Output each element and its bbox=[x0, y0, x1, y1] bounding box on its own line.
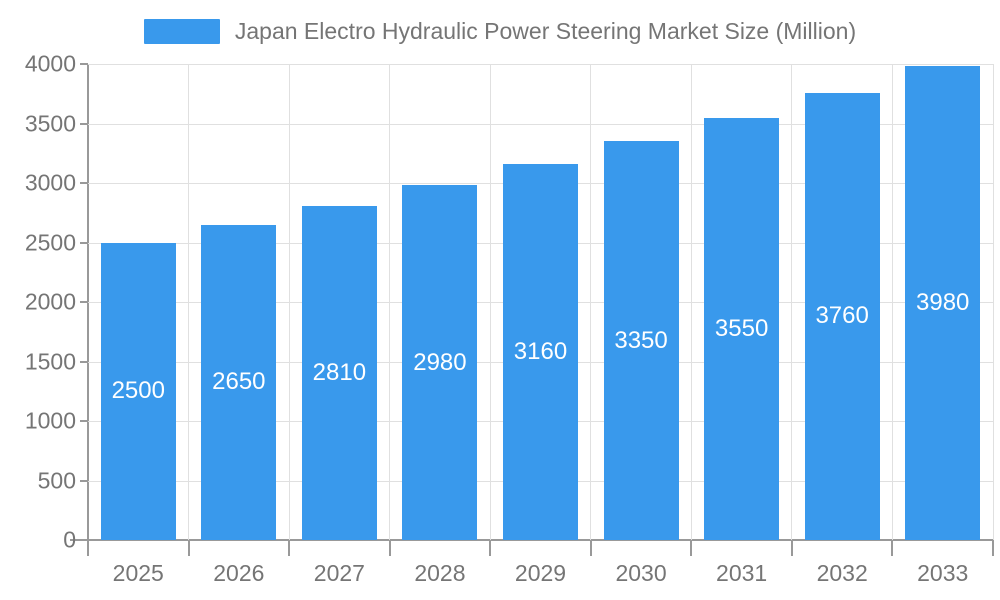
gridline-vertical bbox=[891, 64, 893, 540]
y-axis-tick bbox=[80, 63, 88, 65]
bar-value-label: 3760 bbox=[815, 302, 869, 330]
x-axis-tick bbox=[388, 540, 391, 556]
bar-2033[interactable]: 3980 bbox=[905, 66, 981, 540]
y-axis-tick bbox=[80, 360, 88, 363]
plot-area: 0 500 1000 1500 2000 2500 3000 3500 4000 2500 2025… bbox=[25, 51, 994, 586]
gridline-vertical bbox=[188, 64, 190, 540]
gridline-vertical bbox=[992, 64, 994, 540]
bar-2025[interactable]: 2500 bbox=[100, 242, 176, 540]
x-axis-tick bbox=[790, 540, 793, 556]
x-axis-label-2030: 2030 bbox=[615, 560, 667, 586]
x-axis-label-2033: 2033 bbox=[917, 560, 969, 586]
y-axis-tick bbox=[80, 479, 88, 482]
gridline-vertical bbox=[389, 64, 391, 540]
x-axis-tick bbox=[187, 540, 190, 556]
y-axis-tick bbox=[80, 539, 88, 541]
bar-value-label: 3980 bbox=[916, 289, 970, 317]
gridline-vertical bbox=[590, 64, 592, 540]
bar-value-label: 3350 bbox=[614, 326, 668, 354]
gridline-horizontal bbox=[88, 123, 993, 125]
bar-value-label: 2650 bbox=[212, 368, 266, 396]
y-axis-tick bbox=[80, 182, 88, 184]
x-axis-label-2027: 2027 bbox=[313, 560, 365, 586]
bar-value-label: 2810 bbox=[312, 358, 367, 386]
x-axis-label-2026: 2026 bbox=[213, 560, 265, 586]
x-axis-tick bbox=[992, 540, 994, 556]
x-axis-line bbox=[70, 539, 993, 541]
y-axis-tick-label: 2500 bbox=[24, 229, 76, 255]
x-axis-label-2031: 2031 bbox=[716, 560, 768, 586]
y-axis-tick bbox=[80, 241, 88, 244]
gridline-vertical bbox=[288, 64, 290, 540]
y-axis-tick-label: 2000 bbox=[24, 288, 76, 315]
x-axis-tick bbox=[690, 540, 693, 556]
x-axis-tick bbox=[589, 540, 592, 556]
y-axis-tick bbox=[80, 420, 88, 422]
x-axis-label-2032: 2032 bbox=[816, 560, 868, 586]
y-axis-tick-label: 1000 bbox=[24, 407, 76, 434]
bar-2026[interactable]: 2650 bbox=[201, 224, 277, 540]
y-axis-tick-label: 3500 bbox=[24, 110, 76, 136]
y-axis-tick bbox=[80, 301, 88, 303]
bar-2032[interactable]: 3760 bbox=[804, 92, 880, 540]
gridline-vertical bbox=[690, 64, 692, 540]
gridline-horizontal bbox=[88, 64, 993, 65]
x-axis-tick bbox=[891, 540, 894, 556]
bar-value-label: 2500 bbox=[111, 377, 165, 405]
x-axis-tick bbox=[288, 540, 291, 556]
x-axis-label-2025: 2025 bbox=[112, 560, 164, 586]
y-axis-tick-label: 4000 bbox=[24, 50, 76, 77]
bar-value-label: 3160 bbox=[513, 337, 568, 365]
legend-label: Japan Electro Hydraulic Power Steering M… bbox=[234, 18, 857, 44]
gridline-vertical bbox=[791, 64, 793, 540]
y-axis-line bbox=[87, 64, 89, 556]
x-axis-label-2028: 2028 bbox=[414, 560, 466, 586]
x-axis-tick bbox=[489, 540, 492, 556]
y-axis-tick-label: 0 bbox=[63, 526, 76, 553]
legend[interactable]: Japan Electro Hydraulic Power Steering M… bbox=[0, 18, 1000, 45]
bar-value-label: 2980 bbox=[413, 348, 467, 376]
y-axis-tick bbox=[80, 122, 88, 125]
bar-2031[interactable]: 3550 bbox=[704, 117, 780, 540]
y-axis-tick-label: 3000 bbox=[24, 169, 76, 196]
y-axis-tick-label: 1500 bbox=[24, 348, 76, 374]
bar-2028[interactable]: 2980 bbox=[402, 185, 478, 540]
x-axis-label-2029: 2029 bbox=[514, 560, 567, 586]
bar-2027[interactable]: 2810 bbox=[301, 205, 377, 540]
bar-value-label: 3550 bbox=[714, 314, 769, 342]
bar-2030[interactable]: 3350 bbox=[603, 141, 679, 540]
bar-2029[interactable]: 3160 bbox=[503, 163, 578, 540]
y-axis-tick-label: 500 bbox=[37, 467, 76, 493]
legend-swatch-icon bbox=[143, 19, 220, 44]
gridline-vertical bbox=[489, 64, 491, 540]
